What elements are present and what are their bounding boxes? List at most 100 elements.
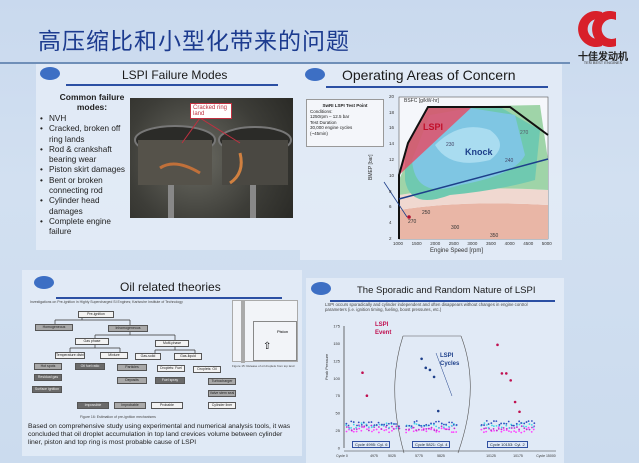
arrow-up-icon: ⇧	[263, 341, 271, 352]
cycle-point	[441, 427, 443, 429]
tree-node: Gas-solid	[135, 353, 161, 360]
cycle-point	[443, 426, 445, 428]
lspi-event-label: LSPI Event	[375, 321, 401, 337]
cycle-point	[430, 429, 432, 431]
cycle-point	[374, 424, 376, 426]
cycle-point	[391, 430, 393, 432]
cycle-point	[495, 420, 497, 422]
cycle-point	[533, 426, 535, 428]
cycle-point	[521, 425, 523, 427]
lspi-spike-point	[514, 401, 517, 404]
logo-subtext: TEN BEST ENGINES	[572, 60, 634, 65]
cylinder-liner	[241, 301, 245, 363]
tree-node: Fuel spray	[155, 377, 185, 384]
cycle-point	[441, 422, 443, 424]
cycle-point	[505, 423, 507, 425]
cycle-point	[386, 422, 388, 424]
x-tick-label: 3000	[467, 241, 477, 246]
logo: 十佳发动机 TEN BEST ENGINES	[572, 8, 634, 66]
x-tick-label: 4500	[523, 241, 533, 246]
cycle-point	[485, 431, 487, 433]
cycle-point	[381, 428, 383, 430]
tree-node: Deposits	[117, 377, 147, 384]
cycle-point	[500, 423, 502, 425]
cycle-point	[383, 424, 385, 426]
y-tick-label: 10	[389, 173, 394, 178]
cycle-point	[356, 431, 358, 433]
lspi-spike-point	[496, 344, 499, 347]
cycle-point	[361, 424, 363, 426]
lspi-spike-point	[433, 376, 436, 379]
cycle-point	[373, 429, 375, 431]
cycle-point	[496, 425, 498, 427]
cycle-point	[445, 424, 447, 426]
tree-node: Homogeneous	[35, 324, 73, 331]
cycle-point	[435, 431, 437, 433]
cycle-point	[425, 424, 427, 426]
cycle-point	[501, 428, 503, 430]
segment-label: Cycle 10153: Cyl. 2	[487, 441, 528, 448]
x-tick-label: 5775	[415, 454, 423, 458]
cycle-point	[488, 423, 490, 425]
cycle-point	[525, 426, 527, 428]
cycle-point	[433, 423, 435, 425]
cycle-point	[436, 429, 438, 431]
cycle-point	[506, 428, 508, 430]
cycle-point	[499, 424, 501, 426]
cycle-point	[483, 431, 485, 433]
y-tick-label: 6	[389, 204, 392, 209]
cycle-point	[345, 423, 347, 425]
failure-list: NVH Cracked, broken off ring lands Rod &…	[40, 114, 132, 238]
x-tick-label: 10125	[486, 454, 496, 458]
cycle-point	[383, 429, 385, 431]
bsfc-contour-chart	[300, 60, 562, 260]
x-tick-label: Cycle 15000	[536, 454, 556, 458]
cycle-point	[448, 426, 450, 428]
cycle-point	[516, 423, 518, 425]
slide-title: 高压缩比和小型化带来的问题	[38, 22, 350, 56]
cycle-point	[491, 425, 493, 427]
cycle-point	[371, 431, 373, 433]
cycle-point	[518, 430, 520, 432]
oil-droplet-diagram: Piston ⇧	[232, 300, 298, 362]
tree-node: Residual gas	[34, 374, 62, 381]
cycle-point	[523, 431, 525, 433]
cycle-point	[513, 425, 515, 427]
cycle-point	[393, 423, 395, 425]
cycle-point	[370, 425, 372, 427]
cycle-point	[420, 425, 422, 427]
y-tick-label: 16	[389, 125, 394, 130]
cycle-point	[361, 422, 363, 424]
cycle-point	[533, 422, 535, 424]
tree-node: Multi-phase	[155, 340, 189, 347]
cycle-point	[363, 425, 365, 427]
list-item: NVH	[40, 114, 132, 124]
chart-title: BSFC [g/kW-hr]	[404, 98, 439, 104]
cycle-point	[408, 428, 410, 430]
cycle-point	[453, 431, 455, 433]
cycle-point	[505, 425, 507, 427]
y-tick-label: 12	[389, 157, 394, 162]
y-axis-label: BMEP [bar]	[368, 155, 374, 180]
cycle-point	[484, 422, 486, 424]
y-tick-label: 150	[333, 341, 340, 346]
cycle-point	[531, 420, 533, 422]
cycle-point	[418, 429, 420, 431]
tree-node: Hot spots	[34, 363, 62, 370]
cycle-point	[388, 431, 390, 433]
cycle-point	[396, 427, 398, 429]
cycle-point	[531, 424, 533, 426]
cycle-point	[486, 420, 488, 422]
cycle-point	[368, 421, 370, 423]
contour-label: 270	[520, 130, 528, 136]
knock-label: Knock	[465, 147, 493, 157]
y-tick-label: 20	[389, 94, 394, 99]
cycle-point	[441, 425, 443, 427]
cycle-point	[385, 429, 387, 431]
cycle-point	[411, 425, 413, 427]
cycle-point	[518, 428, 520, 430]
cycle-point	[428, 424, 430, 426]
photo-callout: Cracked ring land	[190, 103, 232, 119]
cycle-point	[451, 422, 453, 424]
y-tick-label: 50	[336, 411, 341, 416]
